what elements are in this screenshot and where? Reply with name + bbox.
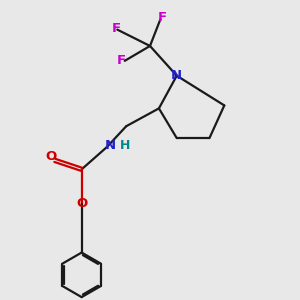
Text: F: F bbox=[157, 11, 167, 24]
Text: N: N bbox=[171, 69, 182, 82]
Text: O: O bbox=[46, 150, 57, 163]
Text: N: N bbox=[105, 139, 116, 152]
Text: F: F bbox=[111, 22, 120, 34]
Text: O: O bbox=[76, 197, 88, 210]
Text: H: H bbox=[119, 139, 130, 152]
Text: F: F bbox=[117, 54, 126, 67]
